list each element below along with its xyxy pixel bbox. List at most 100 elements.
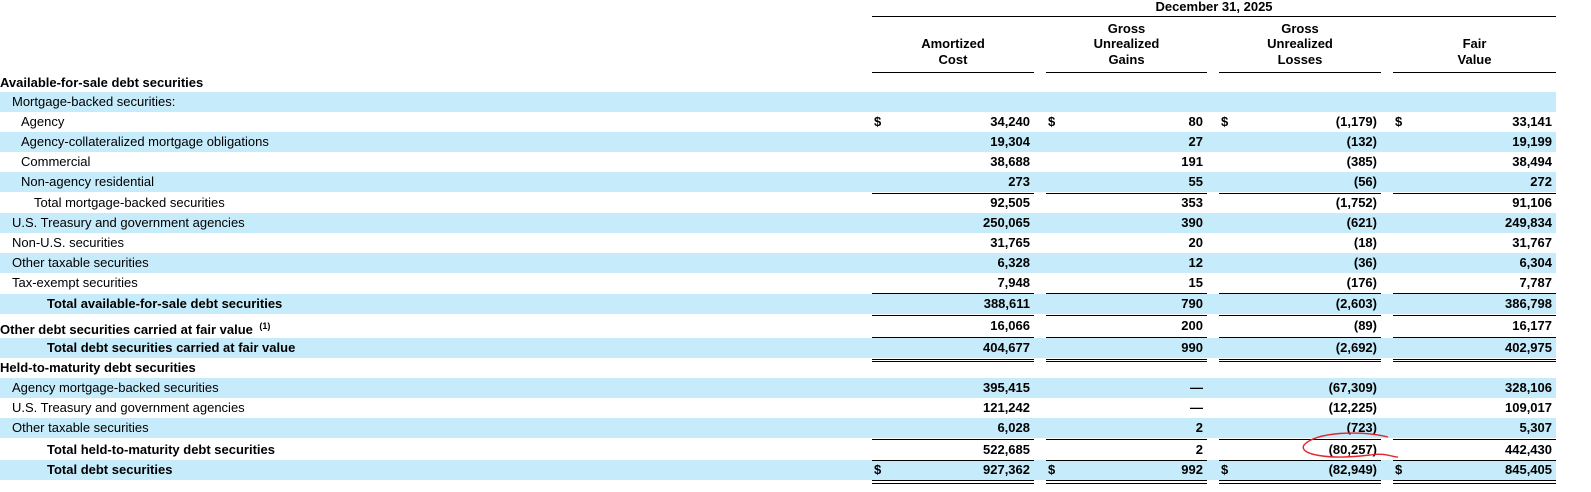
rule [1219, 315, 1381, 316]
currency-symbol: $ [1395, 462, 1403, 477]
cell-value: 790 [1181, 296, 1203, 311]
row-label: Total available-for-sale debt securities [47, 296, 283, 311]
rule [1393, 483, 1556, 484]
rule [1393, 72, 1556, 73]
cell-value: 390 [1181, 215, 1203, 230]
cell-value: 388,611 [983, 296, 1030, 311]
rule [872, 337, 1034, 338]
row-label: U.S. Treasury and government agencies [12, 215, 245, 230]
row-label: Total held-to-maturity debt securities [47, 442, 276, 457]
cell-value: 249,834 [1505, 215, 1552, 230]
rule [1219, 439, 1381, 440]
row-label: Non-agency residential [21, 174, 154, 189]
row-label: Agency [21, 114, 65, 129]
cell-value: 191 [1181, 154, 1203, 169]
cell-value: 38,494 [1512, 154, 1552, 169]
row-label: Available-for-sale debt securities [0, 75, 204, 90]
row-label: U.S. Treasury and government agencies [12, 400, 245, 415]
rule [1046, 293, 1207, 294]
rule [1046, 193, 1207, 194]
cell-value: 402,975 [1505, 340, 1552, 355]
rule [872, 72, 1034, 73]
row-shade [0, 172, 1556, 192]
cell-value: (12,225) [1328, 400, 1377, 415]
cell-value: 19,304 [990, 134, 1030, 149]
cell-value: 353 [1181, 195, 1203, 210]
rule [1046, 315, 1207, 316]
cell-value: 2 [1195, 442, 1203, 457]
rule [1219, 337, 1381, 338]
row-label: Non-U.S. securities [12, 235, 124, 250]
cell-value: 16,066 [990, 318, 1030, 333]
cell-value: 992 [1181, 462, 1203, 477]
cell-value: 6,328 [997, 255, 1030, 270]
column-header: Unrealized [1267, 36, 1333, 51]
cell-value: 80 [1188, 114, 1203, 129]
row-shade [0, 213, 1556, 233]
rule [1393, 315, 1556, 316]
cell-value: 15 [1188, 275, 1203, 290]
cell-value: 2 [1195, 420, 1203, 435]
rule [872, 193, 1034, 194]
rule [872, 361, 1034, 362]
cell-value: 5,307 [1519, 420, 1552, 435]
column-header: Amortized [921, 36, 985, 51]
cell-value: — [1190, 400, 1203, 415]
cell-value: 386,798 [1505, 296, 1552, 311]
row-label: Held-to-maturity debt securities [0, 360, 196, 375]
cell-value: (18) [1353, 235, 1377, 250]
column-header: Fair [1462, 36, 1487, 51]
cell-value: (89) [1353, 318, 1377, 333]
cell-value: 6,028 [997, 420, 1030, 435]
cell-value: 250,065 [983, 215, 1030, 230]
rule [1219, 480, 1381, 481]
cell-value: (1,752) [1335, 195, 1377, 210]
cell-value: 404,677 [983, 340, 1030, 355]
cell-value: (36) [1353, 255, 1377, 270]
rule [1393, 337, 1556, 338]
cell-value: 12 [1188, 255, 1203, 270]
rule [1046, 359, 1207, 360]
row-label: Total mortgage-backed securities [34, 195, 225, 210]
currency-symbol: $ [1221, 462, 1229, 477]
cell-value: (2,603) [1335, 296, 1377, 311]
rule [1219, 359, 1381, 360]
rule [1046, 480, 1207, 481]
cell-value: 442,430 [1505, 442, 1552, 457]
rule [872, 315, 1034, 316]
cell-value: 31,765 [990, 235, 1030, 250]
rule [1393, 293, 1556, 294]
cell-value: (56) [1353, 174, 1377, 189]
cell-value: 7,787 [1519, 275, 1552, 290]
cell-value: (67,309) [1328, 380, 1377, 395]
cell-value: 91,106 [1512, 195, 1552, 210]
row-label: Agency mortgage-backed securities [12, 380, 219, 395]
row-shade [0, 460, 1556, 480]
column-header: Losses [1277, 51, 1323, 67]
cell-value: 273 [1008, 174, 1030, 189]
rule [1046, 460, 1207, 461]
cell-value: 200 [1181, 318, 1203, 333]
cell-value: 33,141 [1512, 114, 1552, 129]
currency-symbol: $ [874, 462, 882, 477]
period-header: December 31, 2025 [1155, 0, 1273, 14]
cell-value: 395,415 [983, 380, 1030, 395]
rule [872, 359, 1034, 360]
cell-value: 16,177 [1512, 318, 1552, 333]
row-shade [0, 92, 1556, 112]
cell-value: 27 [1188, 134, 1203, 149]
cell-value: 19,199 [1512, 134, 1552, 149]
cell-value: 7,948 [997, 275, 1030, 290]
rule [1393, 480, 1556, 481]
row-shade [0, 132, 1556, 152]
cell-value: 328,106 [1505, 380, 1552, 395]
cell-value: 522,685 [983, 442, 1030, 457]
cell-value: (621) [1346, 215, 1377, 230]
row-shade [0, 378, 1556, 398]
cell-value: (2,692) [1335, 340, 1377, 355]
row-label: Total debt securities carried at fair va… [47, 340, 296, 355]
column-header: Unrealized [1093, 36, 1160, 51]
cell-value: (132) [1346, 134, 1377, 149]
row-shade [0, 418, 1556, 438]
rule [1393, 361, 1556, 362]
